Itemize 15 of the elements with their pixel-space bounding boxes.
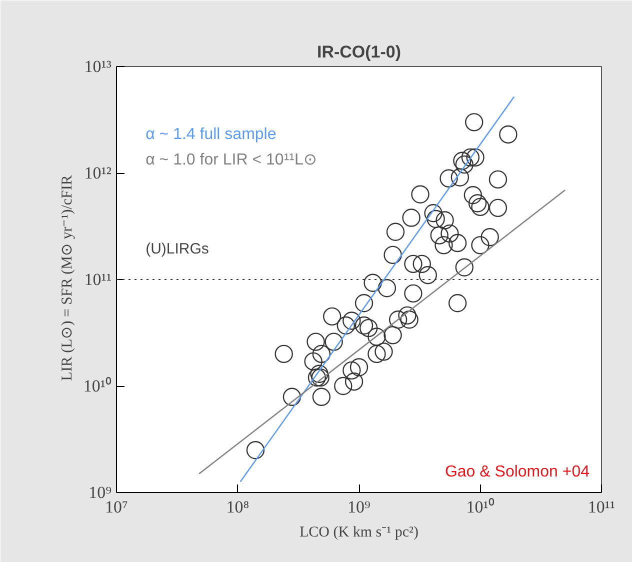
chart-title: IR-CO(1-0) bbox=[316, 42, 402, 62]
y-axis-title: LIR (L⊙) = SFR (M⊙ yr⁻¹)/cFIR bbox=[59, 175, 76, 381]
x-tick-label: 10⁸ bbox=[226, 498, 250, 516]
y-tick-label: 10¹³ bbox=[84, 57, 112, 76]
text: α ~ 1.0 for LIR < 10¹¹L⊙ bbox=[146, 152, 316, 169]
x-tick-label: 10⁹ bbox=[348, 498, 371, 516]
ref-line-label: (U)LIRGs bbox=[146, 240, 209, 258]
x-tick-label: 10¹⁰ bbox=[466, 498, 494, 516]
y-tick-label: 10¹¹ bbox=[84, 270, 112, 289]
x-axis-title: LCO (K km s⁻¹ pc²) bbox=[300, 524, 418, 540]
text: α ~ 1.4 full sample bbox=[146, 126, 276, 144]
x-tick-label: 10¹¹ bbox=[588, 498, 616, 516]
annotation: Gao & Solomon +04 bbox=[444, 464, 590, 480]
y-tick-label: 10¹² bbox=[84, 164, 112, 182]
y-tick-label: 10¹⁰ bbox=[83, 376, 112, 396]
